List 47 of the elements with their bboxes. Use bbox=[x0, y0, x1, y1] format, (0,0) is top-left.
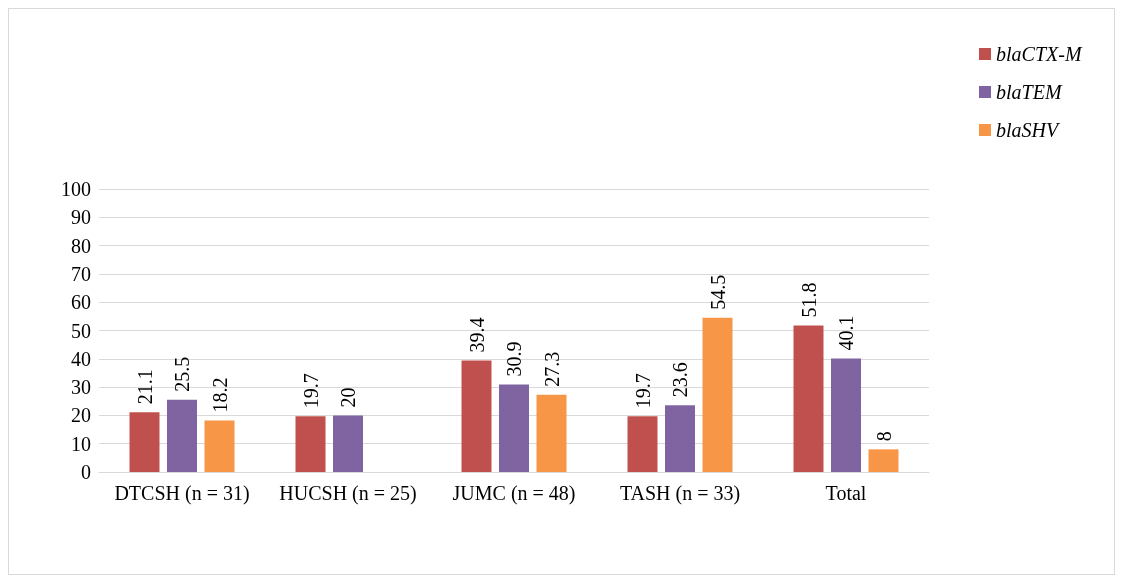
bar bbox=[295, 416, 326, 472]
data-label: 23.6 bbox=[669, 362, 691, 398]
legend-label: blaSHV bbox=[996, 119, 1061, 141]
y-tick-label: 60 bbox=[71, 291, 91, 314]
bar bbox=[793, 325, 824, 472]
data-label: 18.2 bbox=[208, 377, 231, 413]
y-tick-label: 50 bbox=[71, 319, 91, 342]
x-tick-label: TASH (n = 33) bbox=[619, 482, 741, 505]
data-label: 20 bbox=[337, 387, 359, 408]
y-tick-label: 40 bbox=[71, 347, 91, 370]
bar bbox=[499, 384, 529, 472]
bar bbox=[461, 360, 492, 472]
data-label: 8 bbox=[872, 431, 895, 442]
x-tick-label: HUCSH (n = 25) bbox=[279, 482, 417, 505]
data-label: 21.1 bbox=[133, 369, 156, 405]
data-label: 19.7 bbox=[299, 373, 322, 409]
y-tick-label: 90 bbox=[71, 206, 91, 229]
bar bbox=[665, 405, 695, 472]
x-tick-label: Total bbox=[825, 482, 867, 504]
data-label: 19.7 bbox=[631, 373, 654, 409]
y-tick-label: 0 bbox=[81, 461, 91, 483]
y-tick-label: 80 bbox=[71, 234, 91, 257]
bar bbox=[831, 358, 861, 472]
x-tick-label: JUMC (n = 48) bbox=[452, 482, 576, 505]
y-tick-label: 10 bbox=[71, 432, 91, 455]
data-label: 27.3 bbox=[540, 351, 563, 387]
bar bbox=[129, 412, 160, 472]
bar bbox=[536, 394, 567, 472]
bar bbox=[333, 415, 363, 472]
bar bbox=[627, 416, 658, 472]
y-tick-label: 70 bbox=[71, 262, 91, 285]
data-label: 51.8 bbox=[797, 282, 820, 318]
y-tick-label: 20 bbox=[71, 404, 91, 427]
bar bbox=[204, 420, 235, 472]
data-label: 40.1 bbox=[835, 315, 857, 351]
x-tick-label: DTCSH (n = 31) bbox=[114, 482, 250, 505]
y-tick-label: 100 bbox=[61, 178, 91, 200]
bar bbox=[702, 317, 733, 472]
data-label: 39.4 bbox=[465, 317, 488, 353]
data-label: 54.5 bbox=[706, 274, 729, 310]
bar bbox=[868, 449, 899, 472]
legend-label: blaTEM bbox=[996, 81, 1063, 103]
y-tick-label: 30 bbox=[71, 376, 91, 399]
data-label: 25.5 bbox=[171, 356, 193, 392]
data-label: 30.9 bbox=[503, 341, 525, 377]
bar bbox=[167, 399, 197, 472]
legend-label: blaCTX-M bbox=[996, 43, 1083, 65]
